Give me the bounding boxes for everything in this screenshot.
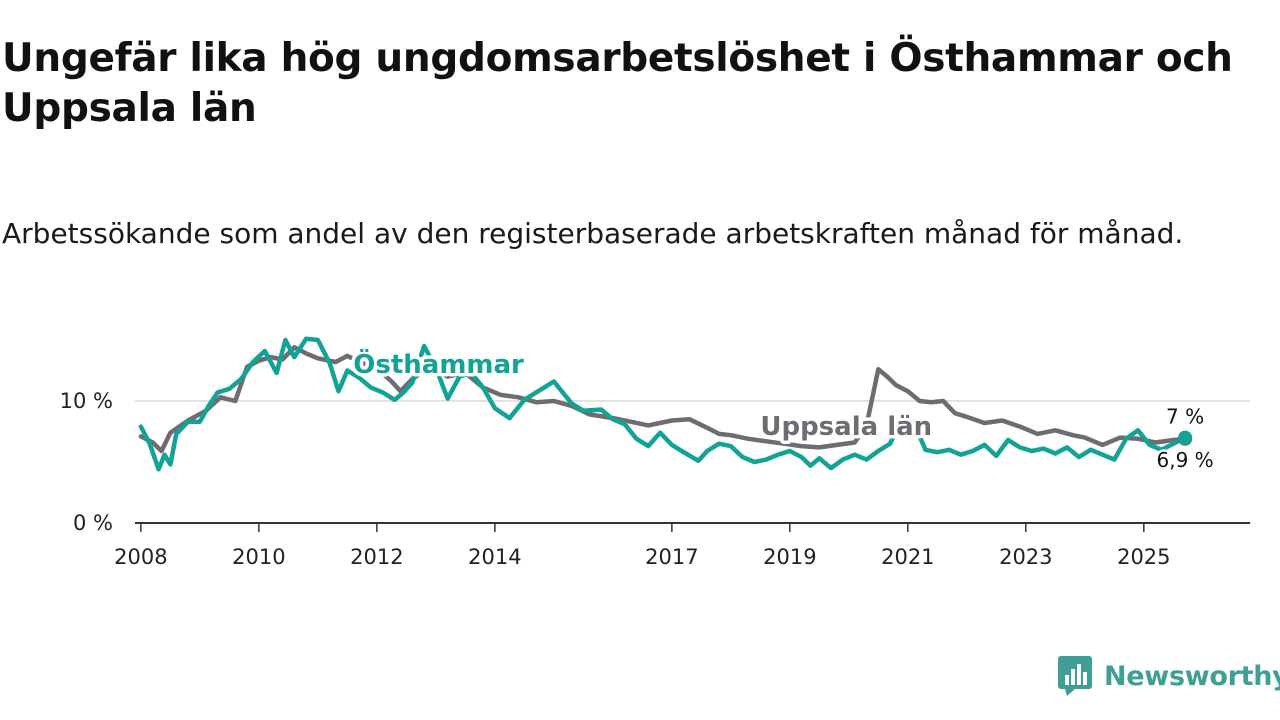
x-tick-label: 2017	[645, 545, 698, 569]
series-line--sthammar	[138, 336, 1188, 472]
series-label-halo--sthammar: Östhammar	[353, 347, 524, 380]
end-point--sthammar	[1178, 430, 1193, 445]
end-label-halo-uppsala-l-n: 6,9 %	[1157, 448, 1214, 472]
series-label-halo-uppsala-l-n: Uppsala län	[760, 412, 932, 442]
end-label-uppsala-l-n: 6,9 %	[1157, 448, 1214, 472]
x-tick-label: 2014	[468, 545, 521, 569]
y-tick-label: 0 %	[73, 511, 113, 535]
x-tick-label: 2012	[350, 545, 403, 569]
x-tick-label: 2019	[763, 545, 816, 569]
line-chart: 0 % 10 % 2008 2010 2012 2014 2017 2019 2021 2023 2…	[60, 336, 1250, 569]
brand-name: Newsworthy	[1104, 660, 1280, 692]
newsworthy-logo-icon	[1058, 656, 1092, 696]
x-tick-label: 2021	[881, 545, 934, 569]
series-label-uppsala-l-n: Uppsala län	[760, 412, 932, 442]
x-tick-label: 2010	[232, 545, 285, 569]
x-tick-label: 2023	[999, 545, 1052, 569]
chart-subtitle: Arbetssökande som andel av den registerb…	[2, 217, 1184, 250]
series-label--sthammar: Östhammar	[353, 347, 524, 380]
end-label-halo--sthammar: 7 %	[1166, 405, 1204, 429]
end-label--sthammar: 7 %	[1166, 405, 1204, 429]
y-tick-label: 10 %	[60, 389, 113, 413]
brand-logo: Newsworthy	[1058, 654, 1280, 698]
x-tick-label: 2025	[1117, 545, 1170, 569]
chart-title: Ungefär lika hög ungdomsarbetslöshet i Ö…	[2, 36, 1233, 131]
x-tick-label: 2008	[114, 545, 167, 569]
series-line-uppsala-l-n	[138, 345, 1188, 454]
